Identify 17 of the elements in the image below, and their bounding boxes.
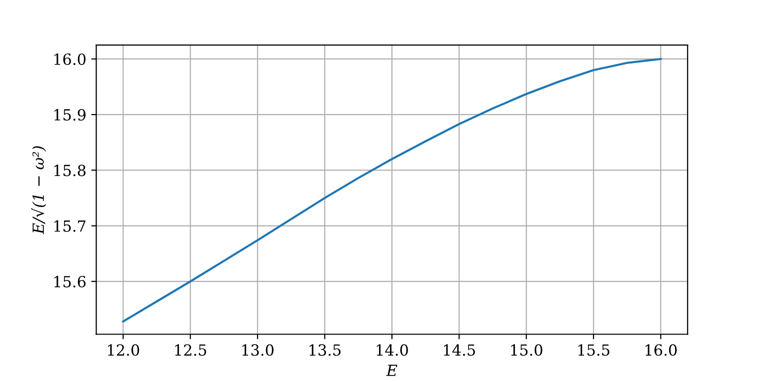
y-tick-label: 15.6 (54, 276, 86, 288)
line-series (122, 58, 662, 323)
x-tick-label: 12.5 (175, 344, 206, 356)
y-tick-label: 15.8 (54, 164, 86, 176)
y-tick-label: 15.7 (54, 220, 86, 232)
x-tick-label: 16.0 (646, 344, 677, 356)
x-tick-label: 13.0 (242, 344, 274, 356)
x-tick-label: 13.5 (310, 344, 341, 356)
x-tick-label: 14.0 (376, 344, 408, 356)
y-tick-label: 15.9 (54, 109, 86, 121)
y-tick-label: 16.0 (54, 53, 86, 65)
x-tick-label: 14.5 (444, 344, 475, 356)
x-axis-title: E (386, 364, 398, 376)
x-tick-label: 15.5 (578, 344, 610, 356)
y-axis-title: E/√(1 − ω²) (31, 146, 46, 234)
x-tick-label: 15.0 (511, 344, 542, 356)
x-tick-label: 12.0 (108, 344, 140, 356)
